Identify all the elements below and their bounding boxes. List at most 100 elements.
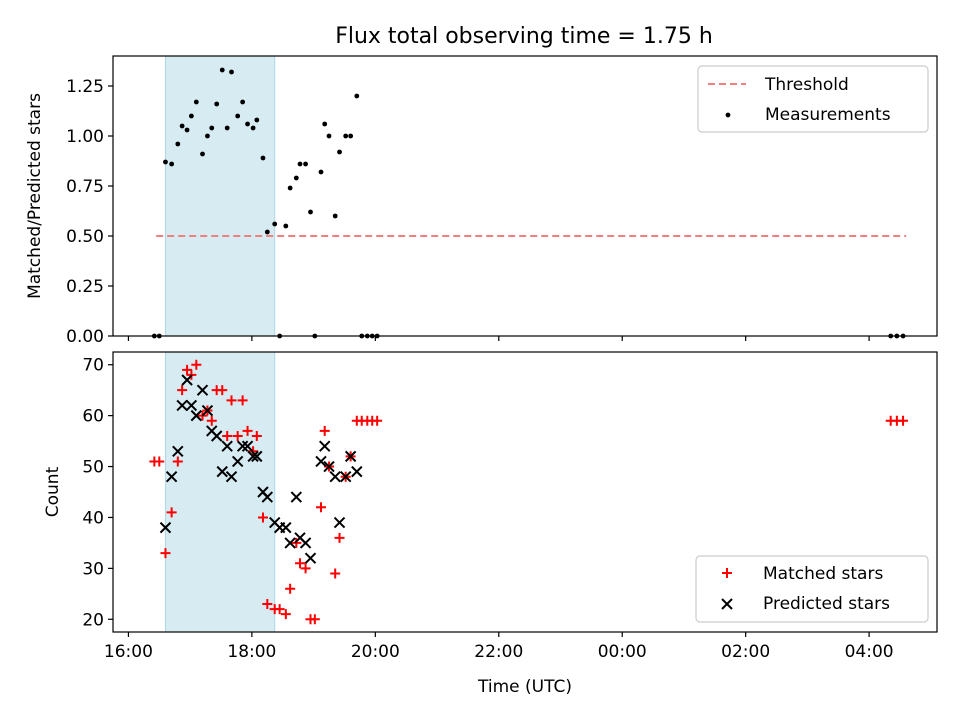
bottom-ytick-label: 20 [82,610,104,630]
predicted-star-point [319,440,331,452]
measurement-point [240,99,246,105]
matched-star-point [232,431,243,441]
measurement-point [308,209,313,215]
measurement-point [326,133,332,139]
xtick-label: 00:00 [598,642,647,662]
measurement-point [245,121,250,127]
measurement-point [219,67,225,73]
measurement-point [337,149,342,155]
predicted-star-point [196,384,209,396]
bottom-plot: 20 30 40 50 60 70 16:00 18:00 20:00 22:00 00:00 02:… [43,351,938,697]
matched-star-point [237,395,248,406]
measurement-point [354,93,360,99]
bottom-legend-frame [695,555,929,623]
matched-star-point [206,415,217,426]
predicted-star-point [176,399,188,412]
matched-star-point [197,410,208,421]
bottom-ytick-label: 70 [82,356,104,376]
measurement-point [254,117,260,123]
measurement-point [250,125,256,131]
matched-star-point [280,609,291,620]
measurement-point [297,161,303,167]
xtick-label: 16:00 [104,642,153,662]
measurement-point [193,99,199,105]
matched-star-point [330,568,341,579]
matched-star-point [372,415,383,426]
predicted-star-point [241,440,254,452]
predicted-star-point [333,516,346,529]
matched-star-point [898,415,909,426]
predicted-star-point [284,537,296,549]
measurement-point [214,101,220,107]
predicted-star-point [221,440,233,452]
measurement-point [283,223,289,229]
measurement-point [235,113,241,119]
predicted-star-point [165,471,178,483]
matched-star-point [222,431,233,441]
xtick-label: 04:00 [845,642,894,662]
measurement-point [179,123,185,129]
measurement-point [169,161,175,167]
top-ytick-label: 0.00 [66,327,104,347]
xtick-label: 18:00 [227,642,276,662]
matched-star-point [177,385,188,396]
measurement-point [224,125,230,131]
measurement-point [229,69,234,75]
predicted-star-point [290,491,303,503]
predicted-star-point [315,455,327,468]
matched-star-point [300,563,311,574]
legend-measurements-label: Measurements [765,105,891,125]
predicted-star-point [181,374,193,386]
legend-matched-swatch [722,568,732,578]
bottom-axes-frame [112,351,938,633]
matched-star-point [262,599,273,609]
measurement-point [188,113,194,119]
measurement-point [200,151,205,157]
legend-predicted-swatch [721,598,733,610]
predicted-star-point [185,399,198,412]
measurement-point [205,133,210,139]
matched-star-point [316,502,327,513]
predicted-star-point [280,521,292,534]
top-series-1 [151,67,906,339]
predicted-star-point [236,440,249,452]
xtick-label: 02:00 [721,642,770,662]
matched-star-point [226,395,237,406]
bottom-series-1 [149,359,909,625]
matched-star-point [182,364,193,375]
top-observing-window [164,55,276,337]
matched-star-point [274,604,285,615]
predicted-star-point [299,537,312,549]
bottom-ytick-label: 50 [82,458,104,478]
top-ytick-label: 0.75 [66,177,104,197]
predicted-star-point [201,404,214,417]
predicted-star-point [351,465,363,478]
predicted-star-point [159,521,172,534]
measurement-point [287,185,293,191]
matched-star-point [309,614,320,625]
top-ytick-label: 1.00 [66,127,104,147]
matched-star-point [217,385,228,396]
predicted-star-point [172,445,184,457]
bottom-observing-window [164,351,276,633]
predicted-star-point [323,460,335,473]
top-axes-frame [112,55,938,337]
matched-star-point [154,456,165,467]
xtick-label: 20:00 [351,642,400,662]
top-legend-frame [697,65,929,133]
chart-title: Flux total observing time = 1.75 h [335,24,713,49]
top-ytick-label: 0.50 [66,227,104,247]
measurement-point [343,133,349,139]
measurement-point [163,159,168,165]
matched-star-point [257,512,268,523]
matched-star-point [334,532,345,543]
top-ytick-label: 0.25 [66,277,104,297]
predicted-star-point [339,471,352,483]
xlabel: Time (UTC) [477,677,572,697]
matched-star-point [172,456,183,467]
predicted-star-point [190,409,203,422]
measurement-point [184,127,190,133]
predicted-star-point [225,471,238,483]
matched-star-point [160,548,171,559]
predicted-star-point [216,465,228,478]
